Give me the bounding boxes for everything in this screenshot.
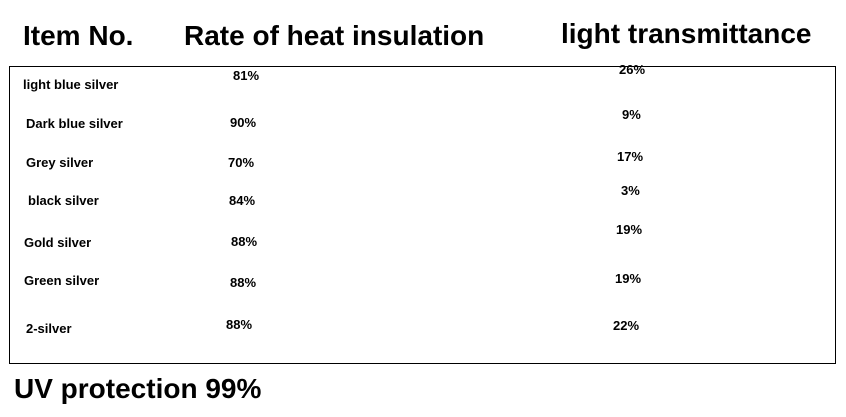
row-heat-value: 81%: [233, 68, 260, 83]
heat-insulation-header: Rate of heat insulation: [184, 20, 485, 51]
light-transmittance-header: light transmittance: [561, 18, 812, 49]
row-name: 2-silver: [26, 321, 72, 336]
row-light-value: 19%: [616, 222, 643, 237]
row-light-value: 17%: [617, 149, 644, 164]
row-light-value: 9%: [622, 107, 641, 122]
row-light-value: 19%: [615, 271, 642, 286]
row-light-value: 22%: [613, 318, 640, 333]
row-heat-value: 88%: [231, 234, 258, 249]
row-heat-value: 70%: [228, 155, 255, 170]
row-heat-value: 88%: [226, 317, 253, 332]
data-table-border: [9, 66, 836, 364]
row-name: light blue silver: [23, 77, 119, 92]
row-name: Dark blue silver: [26, 116, 123, 131]
row-name: Grey silver: [26, 155, 94, 170]
row-heat-value: 88%: [230, 275, 257, 290]
row-light-value: 3%: [621, 183, 640, 198]
row-heat-value: 90%: [230, 115, 257, 130]
row-heat-value: 84%: [229, 193, 256, 208]
uv-protection-note: UV protection 99%: [14, 373, 262, 404]
row-name: Green silver: [24, 273, 100, 288]
row-name: Gold silver: [24, 235, 92, 250]
row-light-value: 26%: [619, 62, 646, 77]
item-number-header: Item No.: [23, 20, 134, 51]
row-name: black silver: [28, 193, 99, 208]
